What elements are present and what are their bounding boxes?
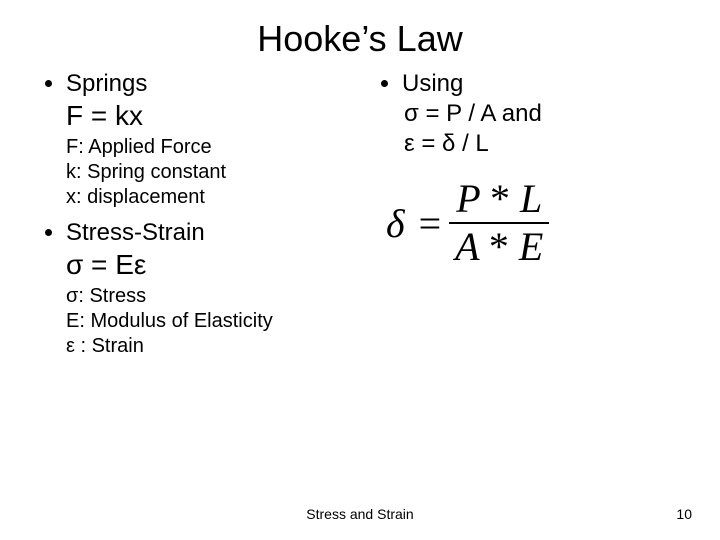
slide-title: Hooke’s Law	[0, 0, 720, 70]
bullet-springs: Springs F = kx F: Applied Force k: Sprin…	[66, 70, 376, 209]
def-x: x: displacement	[66, 186, 376, 209]
def-k: k: Spring constant	[66, 161, 376, 184]
bullet-stress-strain-label: Stress-Strain	[66, 219, 205, 246]
right-list: Using	[376, 70, 680, 98]
formula-wrap: δ = P * L A * E	[386, 178, 680, 268]
def-F: F: Applied Force	[66, 136, 376, 159]
bullet-using: Using	[402, 70, 680, 98]
page-number: 10	[676, 506, 692, 522]
num-P: P	[456, 176, 480, 221]
equation-stress-strain: σ = Eε	[66, 249, 376, 281]
footer-title: Stress and Strain	[0, 506, 720, 522]
den-A: A	[455, 224, 479, 269]
right-column: Using σ = P / A and ε = δ / L δ = P * L	[376, 70, 680, 360]
deflection-formula: δ = P * L A * E	[386, 178, 680, 268]
den-E: E	[519, 224, 543, 269]
def-E: E: Modulus of Elasticity	[66, 310, 376, 333]
formula-equals: =	[411, 200, 450, 247]
formula-denominator: A * E	[449, 226, 549, 268]
formula-lhs: δ	[386, 200, 411, 247]
def-epsilon: ε : Strain	[66, 335, 376, 358]
num-L: L	[520, 176, 542, 221]
formula-fraction: P * L A * E	[449, 178, 549, 268]
bullet-springs-label: Springs	[66, 70, 147, 97]
left-list: Springs F = kx F: Applied Force k: Sprin…	[40, 70, 376, 358]
bullet-using-label: Using	[402, 70, 463, 97]
body-columns: Springs F = kx F: Applied Force k: Sprin…	[0, 70, 720, 360]
bullet-stress-strain: Stress-Strain σ = Eε σ: Stress E: Modulu…	[66, 219, 376, 358]
def-sigma: σ: Stress	[66, 285, 376, 308]
using-line-2: ε = δ / L	[404, 130, 680, 158]
den-op: *	[489, 224, 509, 269]
left-column: Springs F = kx F: Applied Force k: Sprin…	[40, 70, 376, 360]
using-line-1: σ = P / A and	[404, 100, 680, 128]
num-op: *	[490, 176, 510, 221]
equation-springs: F = kx	[66, 100, 376, 132]
slide: Hooke’s Law Springs F = kx F: Applied Fo…	[0, 0, 720, 540]
formula-numerator: P * L	[450, 178, 548, 220]
